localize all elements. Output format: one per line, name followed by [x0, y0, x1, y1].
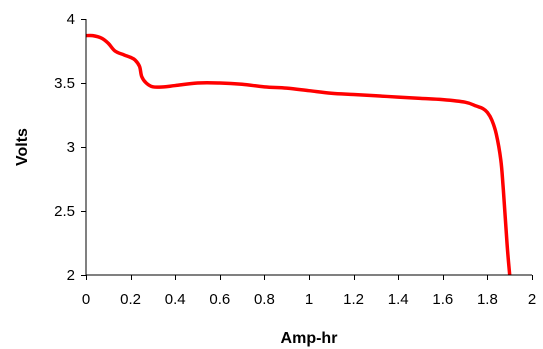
plot-area — [85, 33, 512, 276]
y-tick-label: 3.5 — [54, 75, 75, 92]
x-tick-label: 2 — [528, 291, 536, 308]
x-axis-title: Amp-hr — [281, 330, 338, 347]
x-tick-label: 0 — [82, 291, 90, 308]
y-tick-label: 3 — [67, 139, 75, 156]
x-tick-label: 0.4 — [165, 291, 186, 308]
series-line — [85, 33, 512, 276]
x-tick-label: 0.2 — [120, 291, 141, 308]
x-axis: 0 0.2 0.4 0.6 0.8 1 1.2 1.4 1.6 1.8 2 — [82, 274, 536, 308]
x-tick-label: 0.6 — [209, 291, 230, 308]
y-axis: 2 2.5 3 3.5 4 — [54, 11, 87, 284]
x-tick-label: 1 — [305, 291, 313, 308]
x-tick-label: 1.4 — [388, 291, 409, 308]
x-tick-label: 1.2 — [343, 291, 364, 308]
y-tick-label: 2 — [67, 267, 75, 284]
x-tick-label: 1.8 — [477, 291, 498, 308]
x-tick-label: 0.8 — [254, 291, 275, 308]
y-axis-title: Volts — [14, 128, 31, 166]
y-tick-label: 2.5 — [54, 203, 75, 220]
y-tick-label: 4 — [67, 11, 75, 28]
x-tick-label: 1.6 — [432, 291, 453, 308]
